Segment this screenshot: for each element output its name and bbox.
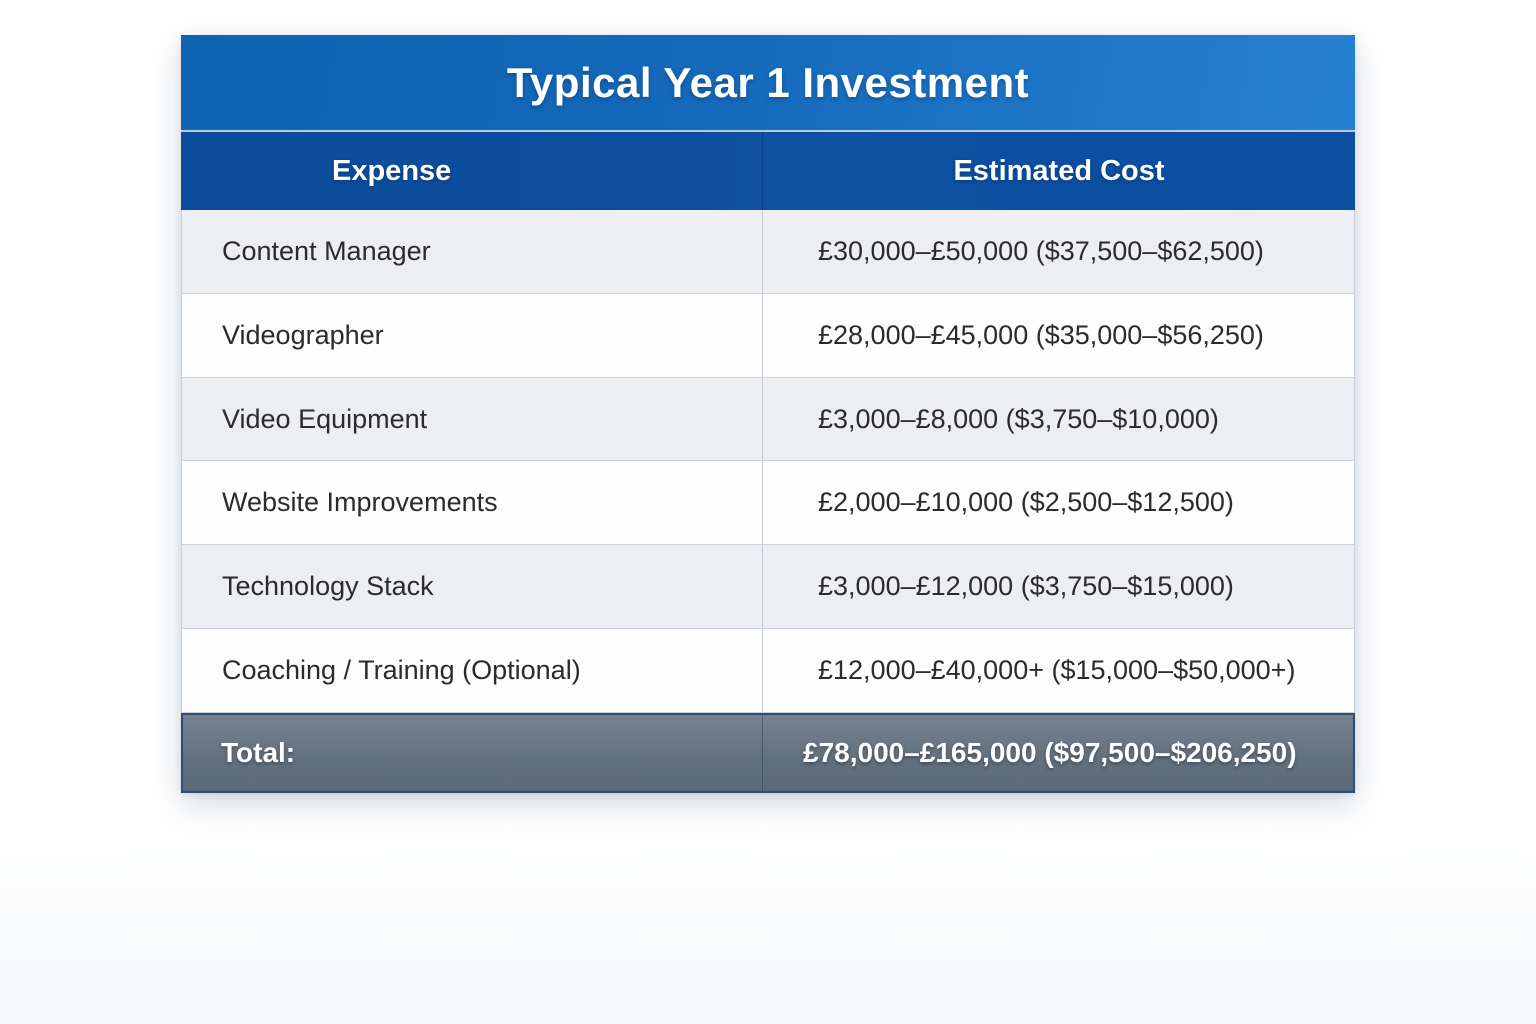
table-body: Content Manager £30,000–£50,000 ($37,500…	[181, 210, 1355, 713]
table-row: Technology Stack £3,000–£12,000 ($3,750–…	[182, 545, 1354, 630]
investment-table: Typical Year 1 Investment Expense Estima…	[181, 35, 1355, 793]
expense-cell: Video Equipment	[182, 377, 763, 461]
cost-cell: £28,000–£45,000 ($35,000–$56,250)	[818, 319, 1264, 350]
cost-cell: £3,000–£12,000 ($3,750–$15,000)	[818, 571, 1234, 602]
column-header-estimated-cost: Estimated Cost	[953, 154, 1165, 187]
table-row: Coaching / Training (Optional) £12,000–£…	[182, 629, 1354, 713]
table-row: Website Improvements £2,000–£10,000 ($2,…	[182, 461, 1354, 546]
table-total-row: Total: £78,000–£165,000 ($97,500–$206,25…	[181, 713, 1355, 793]
total-label: Total:	[183, 715, 763, 791]
column-header-expense: Expense	[181, 132, 763, 210]
expense-cell: Videographer	[182, 293, 763, 377]
cost-cell: £3,000–£8,000 ($3,750–$10,000)	[818, 403, 1219, 434]
table-row: Videographer £28,000–£45,000 ($35,000–$5…	[182, 293, 1354, 378]
table-title-banner: Typical Year 1 Investment	[181, 35, 1355, 130]
total-cost-value: £78,000–£165,000 ($97,500–$206,250)	[803, 737, 1297, 768]
table-header-row: Expense Estimated Cost	[181, 130, 1355, 210]
table-row: Video Equipment £3,000–£8,000 ($3,750–$1…	[182, 377, 1354, 462]
table-row: Content Manager £30,000–£50,000 ($37,500…	[182, 210, 1354, 294]
cost-cell: £2,000–£10,000 ($2,500–$12,500)	[818, 487, 1234, 518]
expense-cell: Content Manager	[182, 210, 763, 293]
expense-cell: Website Improvements	[182, 461, 763, 545]
cost-cell: £12,000–£40,000+ ($15,000–$50,000+)	[818, 655, 1296, 686]
cost-cell: £30,000–£50,000 ($37,500–$62,500)	[818, 235, 1264, 266]
expense-cell: Coaching / Training (Optional)	[182, 629, 763, 712]
expense-cell: Technology Stack	[182, 545, 763, 629]
page-title: Typical Year 1 Investment	[506, 58, 1030, 106]
